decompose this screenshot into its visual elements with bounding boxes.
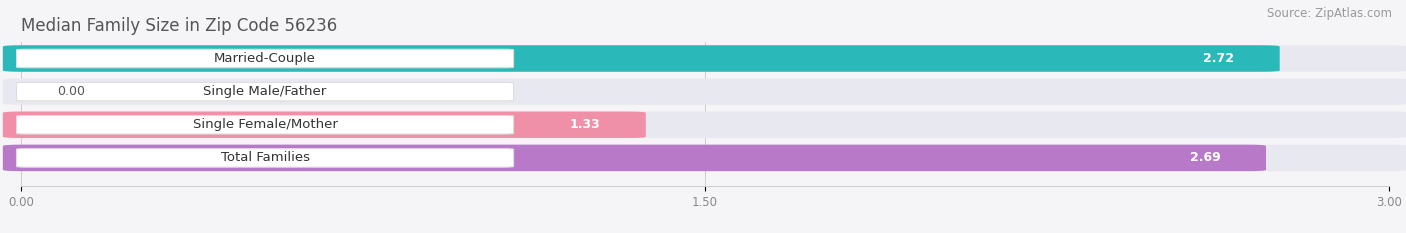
FancyBboxPatch shape [3, 112, 1406, 138]
Text: Total Families: Total Families [221, 151, 309, 164]
Text: Single Male/Father: Single Male/Father [204, 85, 326, 98]
FancyBboxPatch shape [17, 49, 513, 68]
FancyBboxPatch shape [3, 45, 1406, 72]
Text: 2.69: 2.69 [1189, 151, 1220, 164]
Text: 0.00: 0.00 [58, 85, 86, 98]
FancyBboxPatch shape [17, 116, 513, 134]
FancyBboxPatch shape [3, 145, 1406, 171]
FancyBboxPatch shape [17, 82, 513, 101]
FancyBboxPatch shape [3, 145, 1265, 171]
FancyBboxPatch shape [3, 112, 645, 138]
FancyBboxPatch shape [3, 78, 1406, 105]
Text: Single Female/Mother: Single Female/Mother [193, 118, 337, 131]
Text: Median Family Size in Zip Code 56236: Median Family Size in Zip Code 56236 [21, 17, 337, 35]
FancyBboxPatch shape [3, 45, 1279, 72]
Text: Source: ZipAtlas.com: Source: ZipAtlas.com [1267, 7, 1392, 20]
Text: 1.33: 1.33 [569, 118, 600, 131]
Text: 2.72: 2.72 [1204, 52, 1234, 65]
FancyBboxPatch shape [17, 149, 513, 167]
Text: Married-Couple: Married-Couple [214, 52, 316, 65]
